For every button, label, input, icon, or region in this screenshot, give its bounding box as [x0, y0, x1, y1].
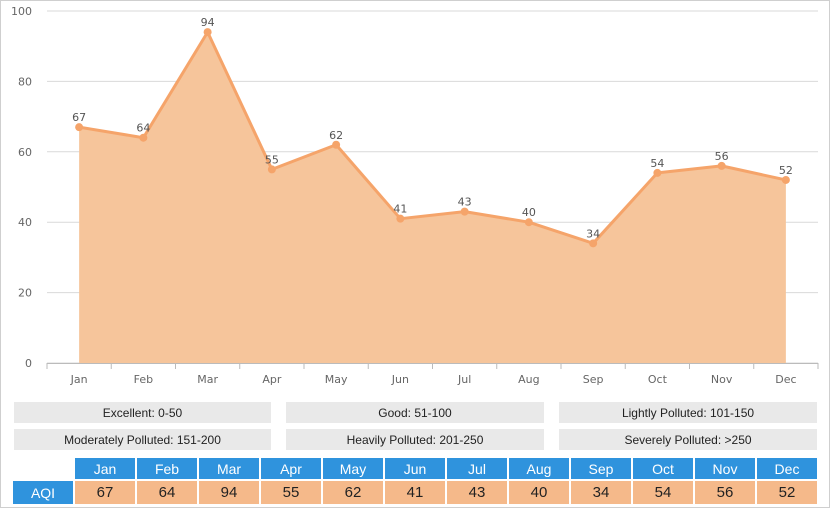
table-header-dec: Dec: [755, 458, 817, 479]
data-label-jun: 41: [393, 203, 407, 216]
x-tick-label-oct: Oct: [648, 373, 668, 386]
table-corner: [13, 458, 73, 479]
legend-severely-polluted: Severely Polluted: >250: [559, 429, 817, 450]
table-header-jul: Jul: [445, 458, 507, 479]
table-header-sep: Sep: [569, 458, 631, 479]
table-header-apr: Apr: [259, 458, 321, 479]
table-header-mar: Mar: [197, 458, 259, 479]
table-header-jun: Jun: [383, 458, 445, 479]
table-value-aug: 40: [507, 479, 569, 504]
data-point-jul: [460, 207, 469, 216]
x-tick-label-jul: Jul: [457, 373, 471, 386]
table-value-sep: 34: [569, 479, 631, 504]
data-label-sep: 34: [586, 227, 600, 240]
x-tick-label-apr: Apr: [262, 373, 282, 386]
legend-lightly-polluted: Lightly Polluted: 101-150: [559, 402, 817, 423]
table-value-jun: 41: [383, 479, 445, 504]
x-tick-label-nov: Nov: [711, 373, 733, 386]
table-value-may: 62: [321, 479, 383, 504]
data-label-mar: 94: [201, 16, 215, 29]
data-point-dec: [781, 175, 790, 184]
table-header-oct: Oct: [631, 458, 693, 479]
aqi-area-chart: 0 20 40 60 80 100 67 64 94 55 62 41 43 40 34 54 56 52 Jan F…: [11, 5, 819, 386]
data-point-feb: [139, 133, 148, 142]
data-point-mar: [203, 28, 212, 37]
data-label-oct: 54: [650, 157, 664, 170]
x-tick-label-mar: Mar: [197, 373, 218, 386]
data-label-feb: 64: [136, 122, 150, 135]
table-value-nov: 56: [693, 479, 755, 504]
aqi-row-label: AQI: [13, 479, 73, 504]
data-label-jul: 43: [458, 196, 472, 209]
y-tick-label: 60: [18, 146, 32, 159]
y-tick-label: 80: [18, 75, 32, 88]
series-line: [78, 30, 787, 245]
table-header-may: May: [321, 458, 383, 479]
data-point-oct: [653, 168, 662, 177]
legend-good: Good: 51-100: [286, 402, 544, 423]
data-point-jun: [396, 214, 405, 223]
table-header-jan: Jan: [73, 458, 135, 479]
table-value-feb: 64: [135, 479, 197, 504]
x-tick-label-dec: Dec: [775, 373, 796, 386]
x-tick-label-jan: Jan: [70, 373, 88, 386]
data-label-may: 62: [329, 129, 343, 142]
x-tick-label-sep: Sep: [583, 373, 604, 386]
x-tick-label-may: May: [325, 373, 348, 386]
aqi-table: Jan Feb Mar Apr May Jun Jul Aug Sep Oct Nov Dec AQI…: [13, 458, 817, 504]
table-value-oct: 54: [631, 479, 693, 504]
data-point-nov: [717, 161, 726, 170]
table-value-jan: 67: [73, 479, 135, 504]
y-tick-label: 100: [11, 5, 32, 18]
data-label-jan: 67: [72, 111, 86, 124]
data-point-apr: [267, 165, 276, 174]
data-point-aug: [524, 218, 533, 227]
legend-moderately-polluted: Moderately Polluted: 151-200: [14, 429, 271, 450]
table-value-mar: 94: [197, 479, 259, 504]
table-header-row: Jan Feb Mar Apr May Jun Jul Aug Sep Oct Nov Dec: [13, 458, 817, 479]
table-value-row: AQI 67 64 94 55 62 41 43 40 34 54 56 52: [13, 479, 817, 504]
y-tick-label: 0: [25, 357, 32, 370]
data-point-jan: [75, 123, 84, 132]
table-value-jul: 43: [445, 479, 507, 504]
data-point-sep: [589, 239, 598, 248]
table-header-nov: Nov: [693, 458, 755, 479]
table-header-feb: Feb: [135, 458, 197, 479]
legend-heavily-polluted: Heavily Polluted: 201-250: [286, 429, 544, 450]
x-tick-label-aug: Aug: [518, 373, 539, 386]
data-label-dec: 52: [779, 164, 793, 177]
table-value-apr: 55: [259, 479, 321, 504]
x-tick-label-feb: Feb: [134, 373, 153, 386]
legend-excellent: Excellent: 0-50: [14, 402, 271, 423]
table-header-aug: Aug: [507, 458, 569, 479]
table-value-dec: 52: [755, 479, 817, 504]
y-tick-label: 40: [18, 216, 32, 229]
data-label-nov: 56: [715, 150, 729, 163]
data-label-aug: 40: [522, 206, 536, 219]
data-point-may: [332, 140, 341, 149]
data-label-apr: 55: [265, 153, 279, 166]
series-area-fill: [79, 32, 786, 364]
x-tick-label-jun: Jun: [391, 373, 409, 386]
y-tick-label: 20: [18, 287, 32, 300]
